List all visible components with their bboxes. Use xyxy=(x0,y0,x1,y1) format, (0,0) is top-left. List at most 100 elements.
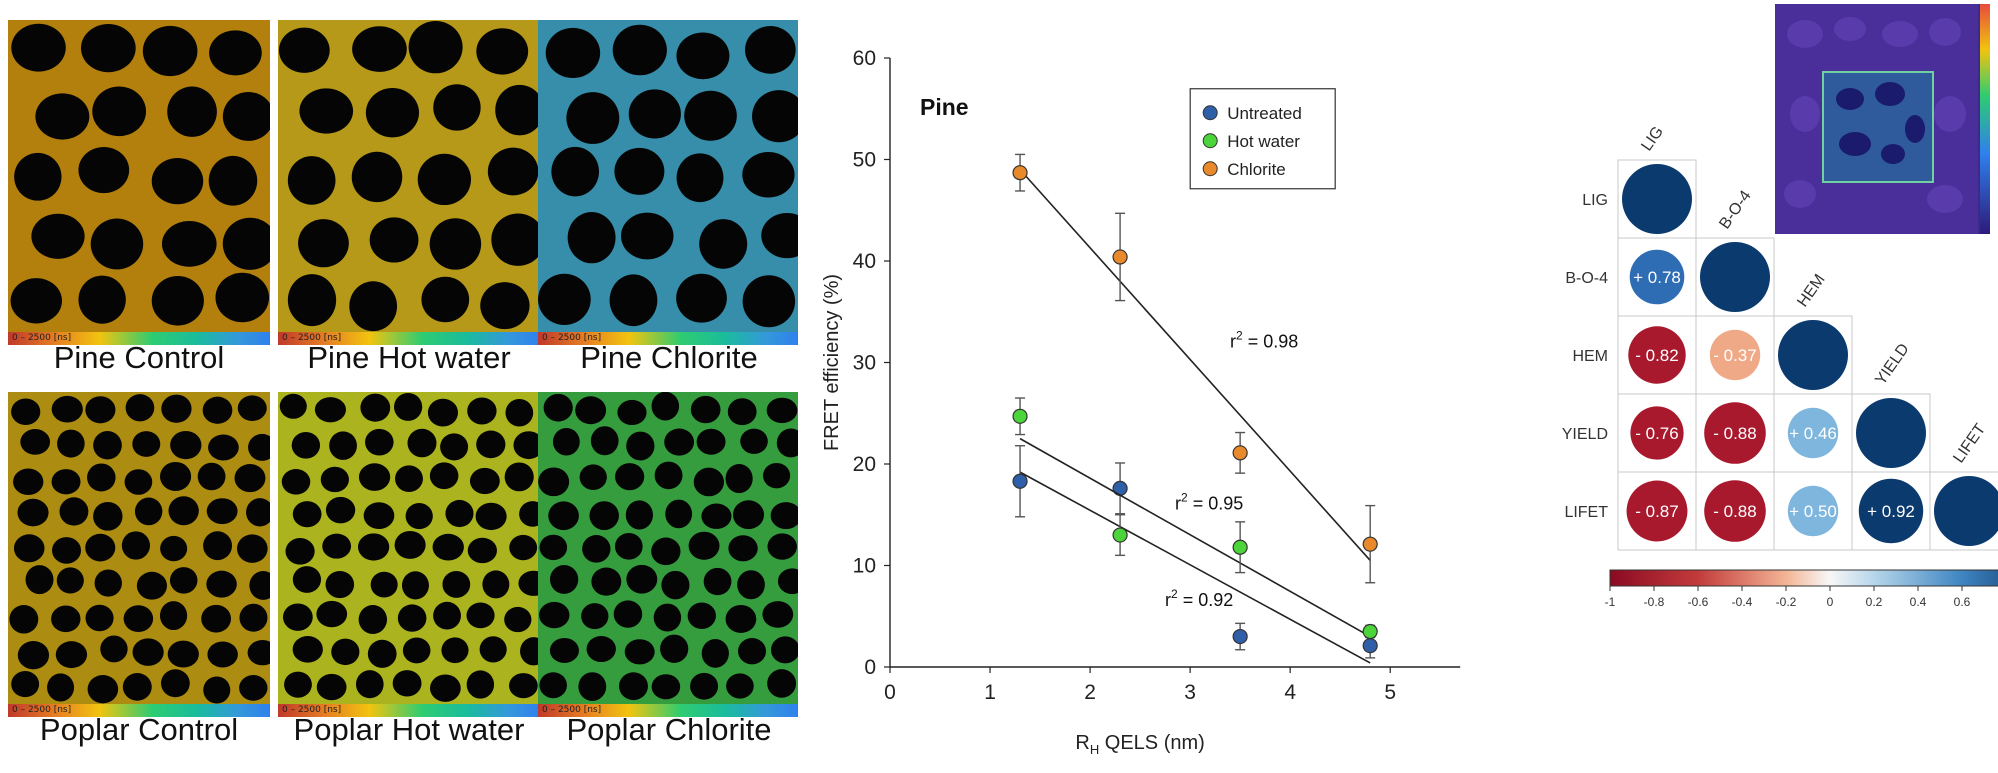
cell-lumen xyxy=(78,146,130,194)
cell-lumen xyxy=(51,605,81,633)
cell-lumen xyxy=(651,674,681,700)
cell-lumen xyxy=(55,641,88,669)
correlation-circle xyxy=(1628,326,1686,384)
legend-label: Chlorite xyxy=(1227,160,1286,179)
cell-lumen xyxy=(87,463,116,492)
cell-lumen xyxy=(349,281,398,332)
cell-lumen xyxy=(520,637,540,666)
cell-lumen xyxy=(85,533,116,562)
cell-lumen xyxy=(491,213,540,266)
cell-lumen xyxy=(651,537,681,566)
cell-lumen xyxy=(738,638,767,665)
micrograph-poplar-chlorite: 0 – 2500 [ns] xyxy=(538,392,798,717)
cell-lumen xyxy=(408,21,463,74)
correlation-circle xyxy=(1787,485,1839,537)
cell-lumen xyxy=(142,25,198,77)
cell-lumen xyxy=(85,396,116,424)
cell-lumen xyxy=(292,501,322,528)
cell-lumen xyxy=(282,603,313,631)
micrograph-pine-chlorite: 0 – 2500 [ns] xyxy=(538,20,798,345)
caption-poplar-hot-water: Poplar Hot water xyxy=(293,712,525,747)
cell-lumen xyxy=(538,273,591,325)
cell-lumen xyxy=(94,569,122,597)
colorbar-tick-label: -1 xyxy=(1605,595,1616,609)
cell-lumen xyxy=(121,531,151,560)
row-label: HEM xyxy=(1572,348,1608,365)
cell-lumen xyxy=(100,635,128,663)
cell-lumen xyxy=(676,32,730,80)
cell-lumen xyxy=(429,674,461,702)
cell-lumen xyxy=(615,463,645,491)
data-point xyxy=(1362,623,1378,640)
cell-lumen xyxy=(626,431,655,461)
cell-lumen xyxy=(20,429,51,455)
correlation-value: - 0.87 xyxy=(1635,502,1678,521)
cell-lumen xyxy=(578,672,607,701)
cell-lumen xyxy=(151,157,204,205)
micrograph-poplar-control: 0 – 2500 [ns] xyxy=(8,392,270,717)
cell-lumen xyxy=(624,639,655,665)
cell-lumen xyxy=(59,497,89,526)
column-label: LIG xyxy=(1638,123,1667,154)
cell-lumen xyxy=(208,434,239,461)
cell-lumen xyxy=(504,462,534,492)
correlation-value: + 0.78 xyxy=(1633,268,1681,287)
cell-lumen xyxy=(329,431,357,460)
cell-lumen xyxy=(17,498,49,527)
cell-lumen xyxy=(664,428,695,456)
cell-lumen xyxy=(215,272,270,323)
cell-lumen xyxy=(763,462,791,489)
cell-lumen xyxy=(504,606,532,633)
cell-lumen xyxy=(433,84,481,131)
correlation-circle xyxy=(1629,249,1685,305)
correlation-value: - 0.82 xyxy=(1635,346,1678,365)
x-tick-label: 5 xyxy=(1384,681,1396,704)
cell-lumen xyxy=(742,275,796,328)
y-tick-label: 10 xyxy=(853,555,876,578)
cell-lumen xyxy=(239,603,268,632)
cell-lumen xyxy=(222,217,270,270)
colorbar-tick-label: 0.6 xyxy=(1954,595,1971,609)
colorbar-tick-label: 0.2 xyxy=(1866,595,1883,609)
cell-lumen xyxy=(365,428,394,456)
cell-lumen xyxy=(725,604,757,633)
cell-lumen xyxy=(298,219,349,268)
series-untreated xyxy=(1012,445,1378,664)
correlation-circle xyxy=(1700,242,1770,312)
cell-lumen xyxy=(745,26,796,74)
cell-lumen xyxy=(767,533,797,560)
cell-lumen xyxy=(466,602,495,629)
cell-lumen xyxy=(651,392,680,421)
correlation-circle xyxy=(1704,480,1766,542)
legend-marker xyxy=(1202,161,1218,177)
cell-lumen xyxy=(239,674,268,701)
correlation-value: + 0.92 xyxy=(1867,502,1915,521)
fit-line xyxy=(1019,169,1371,561)
cell-lumen xyxy=(11,23,66,72)
colorbar-tick-label: 0.4 xyxy=(1910,595,1927,609)
cell-lumen xyxy=(752,90,798,143)
cell-lumen xyxy=(614,533,643,560)
cell-lumen xyxy=(551,146,599,197)
fit-line xyxy=(1019,437,1371,638)
cell-lumen xyxy=(479,636,507,663)
cell-lumen xyxy=(614,147,665,195)
lifetime-scale-bar: 0 – 2500 [ns] xyxy=(538,704,798,717)
cell-lumen xyxy=(167,640,199,668)
cell-lumen xyxy=(742,151,795,198)
cell-lumen xyxy=(161,394,192,423)
x-tick-label: 4 xyxy=(1284,681,1296,704)
row-label: LIFET xyxy=(1564,504,1608,521)
cell-lumen xyxy=(392,670,422,697)
cell-lumen xyxy=(78,275,126,324)
cell-lumen xyxy=(519,501,540,527)
cell-lumen xyxy=(777,568,798,595)
cell-lumen xyxy=(325,570,355,599)
colorbar-tick-label: -0.2 xyxy=(1776,595,1797,609)
cell-lumen xyxy=(728,535,758,562)
cell-lumen xyxy=(291,431,321,459)
legend-marker xyxy=(1202,105,1218,121)
cell-lumen xyxy=(442,570,471,598)
micrograph-grid: 0 – 2500 [ns] 0 – 2500 [ns] 0 – 2500 [ns… xyxy=(0,0,798,773)
cell-lumen xyxy=(93,501,123,531)
